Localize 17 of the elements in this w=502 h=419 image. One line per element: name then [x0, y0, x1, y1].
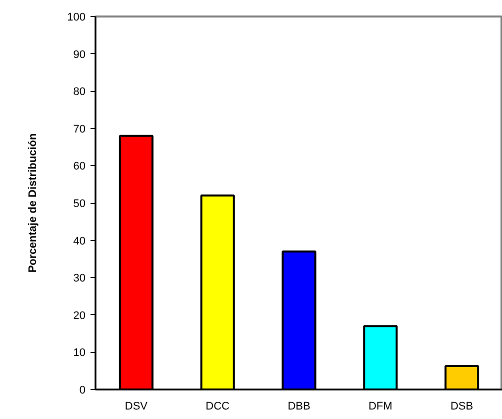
- x-tick-label: DSV: [124, 400, 148, 412]
- y-tick-label: 40: [73, 235, 86, 248]
- x-tick-label: DFM: [368, 400, 392, 412]
- y-tick-label: 0: [79, 384, 86, 396]
- x-tick-label: DCC: [206, 400, 230, 412]
- y-tick-label: 80: [73, 86, 86, 98]
- x-tick-label: DSB: [450, 400, 474, 412]
- y-tick-label: 10: [73, 347, 86, 360]
- y-tick-label: 50: [73, 198, 86, 210]
- y-tick-label: 90: [73, 48, 86, 61]
- y-axis-title: Porcentaje de Distribución: [27, 133, 40, 273]
- x-tick-label: DBB: [288, 400, 310, 412]
- y-tick-label: 20: [73, 310, 86, 322]
- y-tick-label: 30: [73, 272, 86, 285]
- y-tick-label: 70: [73, 123, 86, 136]
- y-tick-label: 100: [67, 12, 86, 24]
- y-tick-label: 60: [73, 160, 86, 173]
